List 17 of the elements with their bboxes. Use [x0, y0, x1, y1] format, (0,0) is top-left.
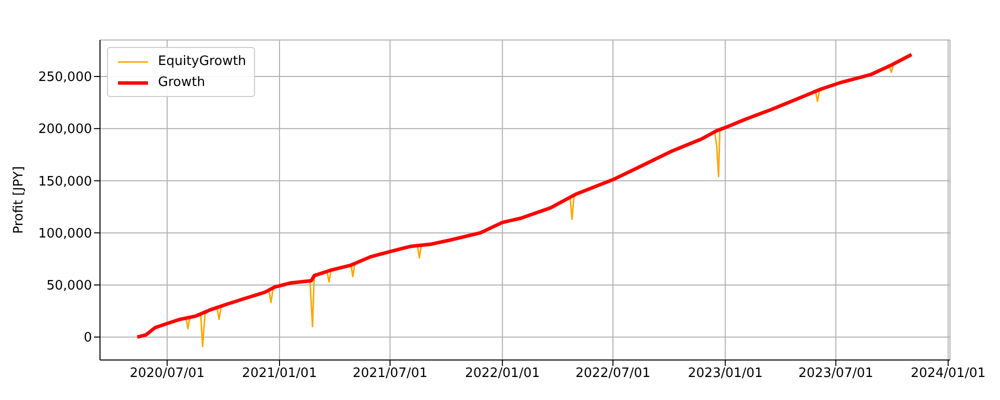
x-tick-label: 2023/07/01 — [798, 366, 874, 382]
y-tick-label: 50,000 — [46, 278, 92, 294]
x-tick-label: 2024/01/01 — [910, 366, 986, 382]
y-tick-label: 200,000 — [38, 122, 92, 138]
x-tick-label: 2021/01/01 — [242, 366, 317, 382]
x-tick-label: 2022/01/01 — [464, 366, 540, 382]
legend-label: Growth — [158, 75, 206, 90]
x-tick-label: 2021/07/01 — [352, 366, 428, 382]
x-tick-label: 2020/07/01 — [130, 366, 205, 382]
y-tick-label: 0 — [84, 330, 92, 346]
y-tick-label: 150,000 — [38, 174, 92, 190]
y-tick-label: 100,000 — [38, 226, 92, 242]
legend-label: EquityGrowth — [158, 54, 246, 69]
y-tick-label: 250,000 — [38, 70, 92, 86]
x-tick-label: 2022/07/01 — [575, 366, 650, 382]
x-tick-label: 2023/01/01 — [688, 366, 763, 382]
y-axis-title: Profit [JPY] — [12, 166, 27, 234]
